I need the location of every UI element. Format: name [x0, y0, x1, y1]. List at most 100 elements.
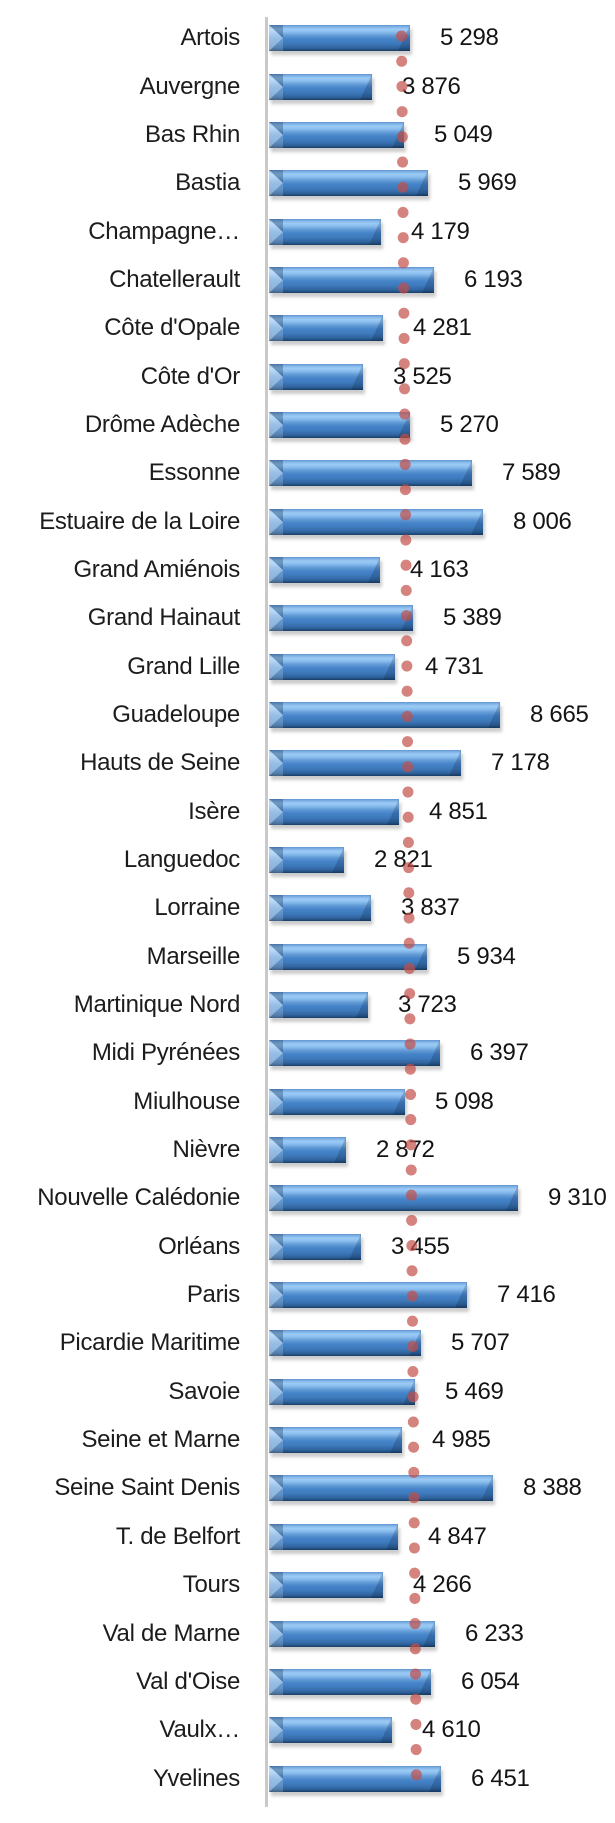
chart-row: Estuaire de la Loire 8 006	[0, 497, 615, 545]
category-label: Bastia	[175, 169, 240, 197]
chart-row: Drôme Adèche 5 270	[0, 401, 615, 449]
chart-row: Bas Rhin 5 049	[0, 111, 615, 159]
category-label: Auvergne	[139, 72, 241, 100]
bar	[269, 1137, 346, 1164]
category-label: Grand Lille	[127, 652, 240, 680]
chart-row: Artois 5 298	[0, 14, 615, 62]
bar	[269, 943, 427, 970]
bar-area: 5 049	[269, 111, 615, 159]
value-label: 5 969	[458, 169, 517, 197]
category-label: Tours	[182, 1571, 241, 1599]
bar-area: 5 270	[269, 401, 615, 449]
bar-area: 3 837	[269, 884, 615, 932]
category-label: Marseille	[146, 942, 241, 970]
bar-area: 4 851	[269, 788, 615, 836]
bar-area: 5 098	[269, 1078, 615, 1126]
chart-row: T. de Belfort 4 847	[0, 1513, 615, 1561]
category-label: Essonne	[148, 459, 241, 487]
value-label: 8 388	[523, 1474, 582, 1502]
category-label: Grand Hainaut	[87, 604, 241, 632]
bar	[269, 121, 404, 148]
bar	[269, 1620, 435, 1647]
bar-area: 5 389	[269, 594, 615, 642]
bar-area: 6 451	[269, 1754, 615, 1802]
chart-row: Grand Hainaut 5 389	[0, 594, 615, 642]
bar-area: 6 397	[269, 1029, 615, 1077]
value-label: 5 469	[445, 1377, 504, 1405]
category-label: Midi Pyrénées	[91, 1039, 240, 1067]
bar	[269, 750, 461, 777]
chart-row: Guadeloupe 8 665	[0, 691, 615, 739]
value-label: 7 416	[497, 1281, 556, 1309]
category-label: Guadeloupe	[112, 700, 240, 728]
bar-area: 6 054	[269, 1658, 615, 1706]
bar-area: 4 985	[269, 1416, 615, 1464]
value-label: 4 985	[432, 1426, 491, 1454]
bar-area: 5 934	[269, 933, 615, 981]
value-label: 6 451	[471, 1764, 530, 1792]
bar	[269, 798, 399, 825]
category-label: Savoie	[168, 1377, 240, 1405]
value-label: 6 233	[465, 1619, 524, 1647]
category-label: Seine Saint Denis	[54, 1474, 240, 1502]
bar	[269, 1765, 441, 1792]
bar	[269, 460, 472, 487]
bar	[269, 25, 410, 52]
value-label: 3 837	[401, 894, 460, 922]
bar	[269, 218, 381, 245]
bar-area: 7 178	[269, 739, 615, 787]
chart-row: Grand Lille 4 731	[0, 642, 615, 690]
bar-area: 8 665	[269, 691, 615, 739]
bar	[269, 1427, 402, 1454]
bar	[269, 1523, 398, 1550]
bar	[269, 653, 395, 680]
bar	[269, 363, 363, 390]
bar-area: 2 872	[269, 1126, 615, 1174]
bar-area: 3 525	[269, 352, 615, 400]
chart-row: Bastia 5 969	[0, 159, 615, 207]
bar	[269, 1475, 493, 1502]
value-label: 5 098	[435, 1087, 494, 1115]
category-label: Nièvre	[172, 1136, 240, 1164]
value-label: 5 298	[440, 24, 499, 52]
chart-row: Tours 4 266	[0, 1561, 615, 1609]
bar-area: 5 969	[269, 159, 615, 207]
bar-area: 4 163	[269, 546, 615, 594]
chart-row: Midi Pyrénées 6 397	[0, 1029, 615, 1077]
category-label: Seine et Marne	[81, 1426, 240, 1454]
bar-area: 5 707	[269, 1319, 615, 1367]
bar-area: 8 006	[269, 497, 615, 545]
bar	[269, 701, 500, 728]
bar-area: 7 589	[269, 449, 615, 497]
bar	[269, 1717, 392, 1744]
category-label: Estuaire de la Loire	[39, 507, 240, 535]
category-axis-line	[265, 17, 268, 1807]
chart-row: Grand Amiénois 4 163	[0, 546, 615, 594]
value-label: 5 934	[457, 942, 516, 970]
chart-row: Val de Marne 6 233	[0, 1609, 615, 1657]
bar-area: 4 281	[269, 304, 615, 352]
bar	[269, 411, 410, 438]
value-label: 4 179	[411, 217, 470, 245]
bar	[269, 556, 380, 583]
category-label: Miulhouse	[133, 1087, 240, 1115]
chart-row: Auvergne 3 876	[0, 62, 615, 110]
chart-row: Champagne… 4 179	[0, 207, 615, 255]
category-label: Isère	[188, 797, 240, 825]
chart-row: Savoie 5 469	[0, 1368, 615, 1416]
chart-row: Hauts de Seine 7 178	[0, 739, 615, 787]
chart-row: Marseille 5 934	[0, 933, 615, 981]
category-label: Côte d'Opale	[104, 314, 240, 342]
chart-row: Seine Saint Denis 8 388	[0, 1464, 615, 1512]
value-label: 8 665	[530, 700, 589, 728]
value-label: 7 178	[491, 749, 550, 777]
value-label: 3 525	[393, 362, 452, 390]
chart-row: Val d'Oise 6 054	[0, 1658, 615, 1706]
bar	[269, 1330, 421, 1357]
value-label: 2 821	[374, 846, 433, 874]
bar-area: 5 469	[269, 1368, 615, 1416]
bar	[269, 170, 428, 197]
category-label: Hauts de Seine	[80, 749, 240, 777]
value-label: 4 266	[413, 1571, 472, 1599]
